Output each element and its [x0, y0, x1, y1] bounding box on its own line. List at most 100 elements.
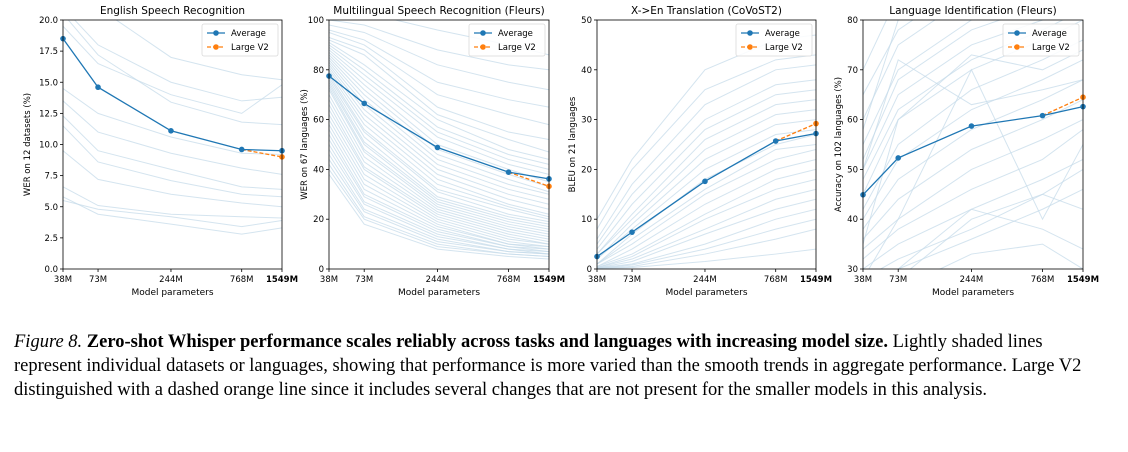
point-average: [361, 100, 368, 107]
individual-line: [63, 200, 282, 228]
individual-line: [329, 74, 549, 220]
legend-average-label: Average: [231, 29, 266, 39]
y-tick-label: 7.5: [44, 172, 58, 182]
x-tick-label: 38M: [320, 275, 338, 285]
series-line-large-v2: [1042, 96, 1084, 117]
individual-line: [63, 88, 282, 155]
point-average: [95, 84, 101, 91]
individual-line: [329, 46, 549, 170]
individual-line: [868, 68, 1083, 269]
legend-large-v2-marker: [213, 44, 219, 50]
legend: Average Large V2: [468, 23, 546, 57]
y-tick-label: 10: [581, 215, 592, 225]
legend-large-v2-label: Large V2: [765, 43, 803, 53]
individual-line: [329, 114, 549, 245]
individual-line: [863, 20, 1044, 170]
x-tick-label: 244M: [426, 275, 450, 285]
individual-line: [597, 248, 816, 269]
point-average: [629, 229, 635, 235]
y-tick-label: 70: [847, 66, 858, 76]
legend-large-v2-label: Large V2: [1032, 43, 1070, 53]
legend-average-marker: [747, 30, 753, 36]
individual-line: [329, 84, 549, 230]
individual-line: [329, 62, 549, 200]
y-tick-label: 0.0: [44, 265, 58, 275]
legend-box: [735, 23, 813, 57]
y-tick-label: 20: [313, 215, 324, 225]
y-tick-label: 20.0: [39, 16, 58, 26]
individual-line: [597, 218, 816, 269]
individual-line: [329, 57, 549, 193]
x-tick-label: 73M: [623, 275, 641, 285]
chart-title: Language Identification (Fleurs): [889, 5, 1056, 17]
x-tick-label: 73M: [355, 275, 373, 285]
legend: Average Large V2: [1002, 23, 1080, 57]
individual-line: [329, 134, 549, 250]
individual-line: [938, 243, 1083, 269]
y-tick-label: 40: [847, 215, 858, 225]
y-tick-label: 17.5: [39, 47, 58, 57]
y-tick-label: 50: [847, 165, 858, 175]
y-tick-label: 15.0: [39, 78, 58, 88]
individual-line: [329, 64, 549, 205]
axes-frame: [328, 19, 550, 270]
individual-line: [329, 169, 549, 258]
individual-line: [863, 158, 1083, 269]
individual-line: [329, 52, 549, 183]
individual-line: [597, 64, 816, 240]
legend-large-v2-label: Large V2: [498, 43, 536, 53]
y-tick-label: 30: [847, 265, 858, 275]
individual-line: [863, 59, 1083, 220]
point-average: [1039, 112, 1046, 119]
individual-line: [329, 31, 549, 126]
individual-line: [329, 76, 549, 223]
individual-line: [863, 20, 973, 145]
individual-line: [597, 129, 816, 260]
individual-line: [329, 86, 549, 233]
individual-line: [329, 159, 549, 255]
individual-line: [597, 34, 816, 220]
individual-line: [73, 20, 282, 102]
individual-line: [597, 144, 816, 265]
plot-area: [63, 20, 282, 235]
x-tick-label: 244M: [159, 275, 183, 285]
legend-average-marker: [480, 30, 486, 36]
caption-bold-text: Zero-shot Whisper performance scales rel…: [86, 332, 888, 352]
series-line-large-v2: [241, 148, 283, 158]
individual-line: [63, 196, 282, 235]
figure-caption: Figure 8. Zero-shot Whisper performance …: [14, 330, 1114, 402]
y-axis-label: WER on 67 languages (%): [300, 89, 310, 200]
individual-line: [329, 119, 549, 248]
x-tick-label: 768M: [764, 275, 788, 285]
legend-box: [1002, 23, 1080, 57]
individual-line: [909, 193, 1083, 269]
individual-line: [597, 208, 816, 269]
individual-line: [597, 119, 816, 260]
individual-line: [897, 208, 1083, 269]
caption-body-text: Lightly shaded lines represent individua…: [14, 332, 1082, 400]
individual-line: [597, 109, 816, 255]
individual-line: [329, 79, 549, 225]
legend-large-v2-marker: [747, 44, 753, 50]
individual-line: [329, 24, 549, 91]
individual-line: [63, 115, 282, 190]
y-tick-label: 0: [587, 265, 592, 275]
individual-line: [879, 168, 1083, 269]
legend-average-marker: [213, 30, 219, 36]
point-average: [434, 144, 441, 151]
legend-average-label: Average: [1032, 29, 1067, 39]
individual-line: [329, 174, 549, 260]
x-tick-label: 73M: [89, 275, 107, 285]
y-tick-label: 30: [581, 116, 592, 126]
individual-line: [329, 149, 549, 255]
individual-line: [597, 99, 816, 255]
individual-line: [863, 59, 1083, 170]
point-average: [168, 128, 174, 134]
chart-title: Multilingual Speech Recognition (Fleurs): [333, 5, 544, 17]
individual-line: [863, 20, 1002, 160]
series-line-large-v2: [775, 122, 817, 142]
x-tick-label: 38M: [54, 275, 72, 285]
point-average: [895, 155, 901, 161]
y-tick-label: 0: [319, 265, 324, 275]
individual-line: [329, 89, 549, 235]
